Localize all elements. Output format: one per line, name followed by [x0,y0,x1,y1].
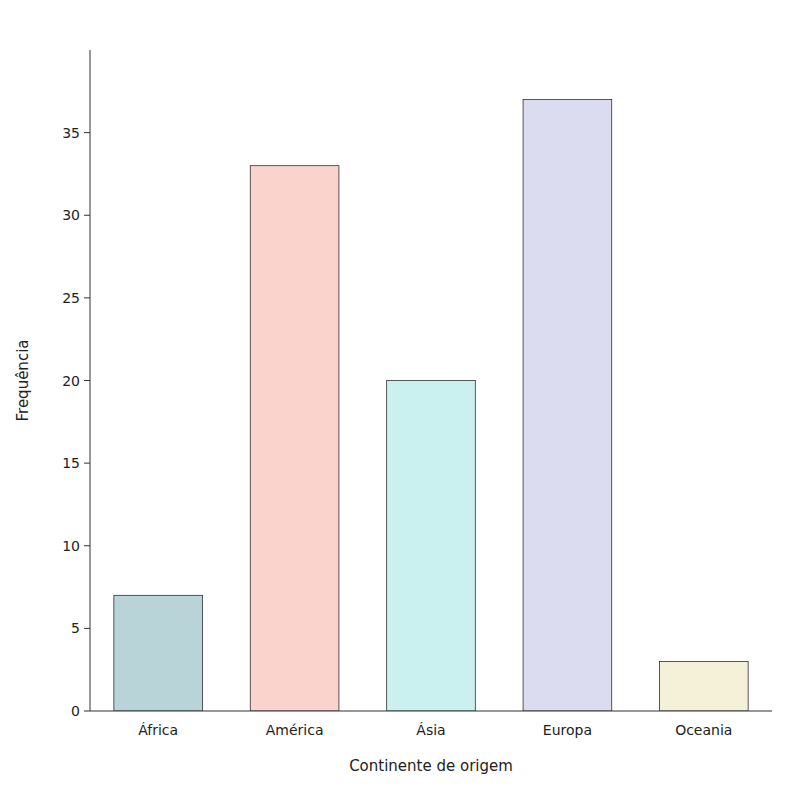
y-tick-label: 0 [71,703,80,719]
y-tick-label: 30 [62,207,80,223]
y-tick [84,463,90,464]
y-tick-label: 10 [62,538,80,554]
x-tick-label: Europa [543,722,592,738]
y-axis-label: Frequência [14,340,32,422]
bars [114,100,748,711]
y-tick-label: 15 [62,455,80,471]
x-axis-line [90,711,772,712]
y-tick [84,380,90,381]
bar [387,381,476,712]
bar [250,166,339,711]
chart-svg: 0 5 10 15 20 25 30 35 África América Ásia Europa Oce… [0,0,802,801]
y-tick [84,628,90,629]
y-tick [84,545,90,546]
x-tick-label: Oceania [675,722,732,738]
chart-container: 0 5 10 15 20 25 30 35 África América Ásia Europa Oce… [0,0,802,801]
x-tick-label: Ásia [416,722,445,738]
y-tick-label: 35 [62,125,80,141]
y-tick-label: 20 [62,373,80,389]
bar [659,661,748,711]
y-tick-label: 5 [71,620,80,636]
y-tick [84,132,90,133]
x-axis: África América Ásia Europa Oceania [90,711,772,738]
bar [114,595,203,711]
y-tick-label: 25 [62,290,80,306]
x-tick-label: América [266,722,324,738]
x-axis-label: Continente de origem [349,757,513,775]
y-tick [84,711,90,712]
y-tick [84,297,90,298]
x-tick-label: África [138,722,178,738]
y-tick [84,215,90,216]
y-axis: 0 5 10 15 20 25 30 35 [62,50,90,719]
bar [523,100,612,711]
